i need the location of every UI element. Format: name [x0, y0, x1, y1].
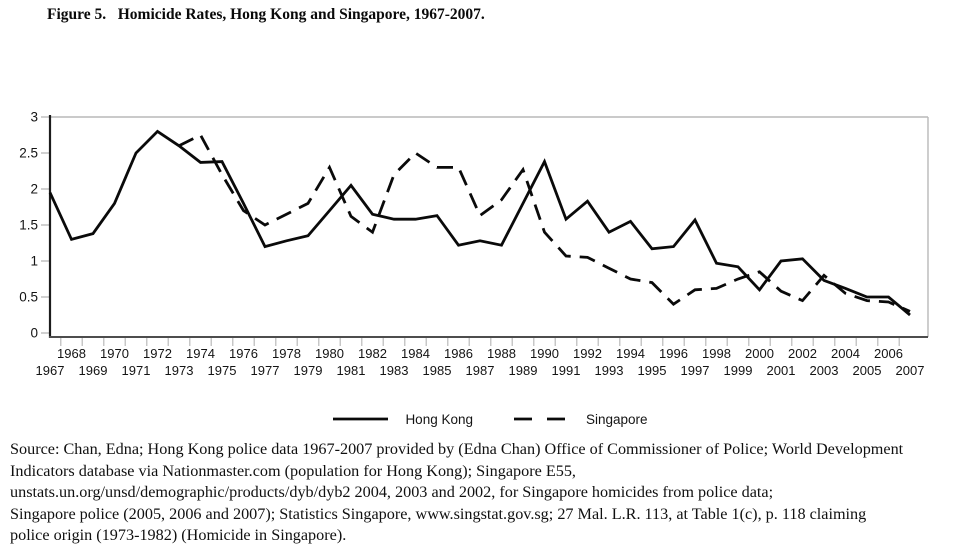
y-tick-label: 1: [30, 254, 38, 269]
solid-line-swatch-icon: [333, 417, 389, 421]
x-tick-label: 1970: [100, 346, 129, 361]
x-tick-label: 1988: [487, 346, 516, 361]
legend-item-hong-kong: Hong Kong: [332, 412, 473, 427]
x-tick-label: 1977: [251, 363, 280, 378]
x-tick-label: 2002: [788, 346, 817, 361]
x-tick-label: 1984: [401, 346, 430, 361]
source-citation: Source: Chan, Edna; Hong Kong police dat…: [10, 439, 976, 547]
x-tick-label: 1974: [186, 346, 215, 361]
x-tick-label: 1999: [724, 363, 753, 378]
chart-legend: Hong Kong Singapore: [0, 407, 980, 431]
source-line-4: Singapore police (2005, 2006 and 2007); …: [10, 504, 867, 523]
x-tick-label: 1985: [423, 363, 452, 378]
x-tick-label: 1991: [552, 363, 581, 378]
x-tick-label: 1986: [444, 346, 473, 361]
x-tick-label: 1976: [229, 346, 258, 361]
x-tick-label: 1967: [36, 363, 65, 378]
x-tick-label: 1982: [358, 346, 387, 361]
x-tick-label: 1990: [530, 346, 559, 361]
x-tick-label: 2006: [874, 346, 903, 361]
x-tick-label: 2004: [831, 346, 860, 361]
x-tick-label: 1987: [466, 363, 495, 378]
singapore-line: [178, 133, 911, 313]
x-tick-label: 1972: [143, 346, 172, 361]
y-tick-label: 3: [30, 110, 38, 125]
hong-kong-line: [48, 129, 911, 317]
x-tick-label: 2005: [853, 363, 882, 378]
x-tick-label: 2003: [810, 363, 839, 378]
homicide-rates-line-chart: 0 0.5 1 1.5 2 2.5 3 1967 1968 1969 1970 1971 1972 197…: [19, 110, 929, 378]
x-tick-label: 1978: [272, 346, 301, 361]
x-tick-label: 1996: [659, 346, 688, 361]
x-tick-label: 1994: [616, 346, 645, 361]
x-tick-label: 1980: [315, 346, 344, 361]
x-tick-label: 1979: [294, 363, 323, 378]
source-line-3: unstats.un.org/unsd/demographic/products…: [10, 483, 774, 502]
x-tick-label: 1981: [337, 363, 366, 378]
y-tick-label: 1.5: [19, 218, 38, 233]
source-line-1: Source: Chan, Edna; Hong Kong police dat…: [10, 440, 904, 458]
source-line-2: Indicators database via Nationmaster.com…: [10, 461, 576, 480]
x-tick-label: 1969: [79, 363, 108, 378]
x-tick-label: 1995: [638, 363, 667, 378]
x-tick-label: 2001: [767, 363, 796, 378]
x-tick-label: 1983: [380, 363, 409, 378]
legend-label-singapore: Singapore: [586, 411, 648, 427]
y-tick-label: 0.5: [19, 290, 38, 305]
x-tick-label: 1971: [122, 363, 151, 378]
legend-item-singapore: Singapore: [513, 412, 648, 427]
y-tick-label: 2: [30, 182, 38, 197]
x-tick-label: 2007: [896, 363, 925, 378]
x-tick-label: 1968: [57, 346, 86, 361]
x-tick-label: 1989: [509, 363, 538, 378]
x-tick-label: 1998: [702, 346, 731, 361]
x-tick-label: 2000: [745, 346, 774, 361]
x-tick-label: 1997: [681, 363, 710, 378]
y-tick-label: 0: [30, 326, 38, 341]
source-line-5: police origin (1973-1982) (Homicide in S…: [10, 526, 347, 545]
x-tick-label: 1993: [595, 363, 624, 378]
legend-label-hong-kong: Hong Kong: [405, 411, 473, 427]
x-tick-label: 1973: [165, 363, 194, 378]
x-tick-label: 1992: [573, 346, 602, 361]
dashed-line-swatch-icon: [514, 417, 569, 421]
figure-title: Figure 5. Homicide Rates, Hong Kong and …: [47, 6, 485, 23]
y-tick-label: 2.5: [19, 146, 38, 161]
x-tick-label: 1975: [208, 363, 237, 378]
